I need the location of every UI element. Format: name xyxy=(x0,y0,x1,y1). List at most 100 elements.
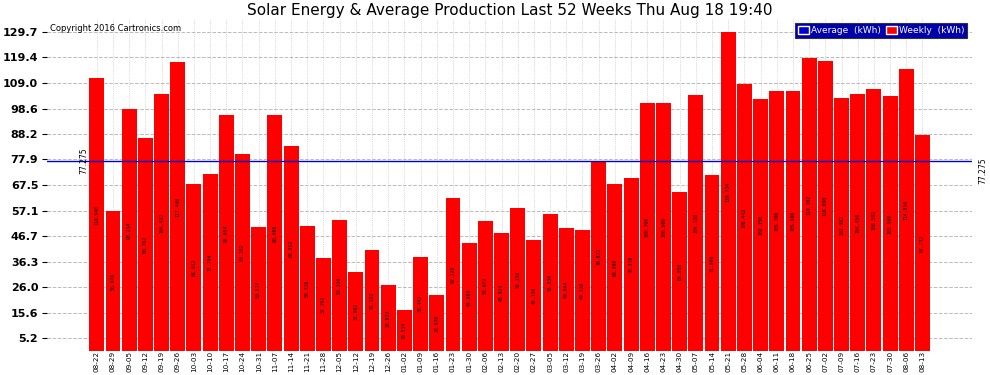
Text: 100.790: 100.790 xyxy=(644,217,649,237)
Text: 106.592: 106.592 xyxy=(871,210,876,230)
Bar xyxy=(106,211,121,351)
Bar xyxy=(672,192,687,351)
Text: 96.000: 96.000 xyxy=(272,224,277,242)
Bar xyxy=(413,256,428,351)
Text: 50.574: 50.574 xyxy=(256,280,261,297)
Bar xyxy=(122,110,137,351)
Bar xyxy=(364,250,379,351)
Text: 100.906: 100.906 xyxy=(661,217,666,237)
Bar xyxy=(737,84,751,351)
Bar xyxy=(510,208,525,351)
Text: 62.120: 62.120 xyxy=(450,266,455,283)
Bar xyxy=(705,175,720,351)
Bar xyxy=(138,138,152,351)
Text: 104.118: 104.118 xyxy=(693,213,698,233)
Bar xyxy=(478,220,493,351)
Bar xyxy=(608,184,623,351)
Text: 108.442: 108.442 xyxy=(742,208,746,228)
Text: 26.932: 26.932 xyxy=(386,309,391,327)
Text: 114.816: 114.816 xyxy=(904,200,909,220)
Text: 104.456: 104.456 xyxy=(855,213,860,232)
Bar xyxy=(624,178,639,351)
Bar xyxy=(89,78,104,351)
Bar xyxy=(866,89,881,351)
Bar xyxy=(430,295,445,351)
Text: 37.792: 37.792 xyxy=(321,296,326,313)
Bar xyxy=(915,135,930,351)
Text: 105.766: 105.766 xyxy=(774,211,779,231)
Text: 103.506: 103.506 xyxy=(888,214,893,234)
Bar xyxy=(348,272,363,351)
Text: 70.310: 70.310 xyxy=(629,256,634,273)
Bar xyxy=(688,95,703,351)
Bar xyxy=(316,258,331,351)
Bar xyxy=(835,98,849,351)
Text: 38.442: 38.442 xyxy=(418,295,423,312)
Bar xyxy=(170,62,185,351)
Bar xyxy=(219,115,234,351)
Bar xyxy=(235,154,249,351)
Text: 102.358: 102.358 xyxy=(758,215,763,235)
Bar xyxy=(300,226,315,351)
Text: 64.858: 64.858 xyxy=(677,262,682,280)
Text: 50.728: 50.728 xyxy=(305,280,310,297)
Bar xyxy=(656,103,671,351)
Text: 68.008: 68.008 xyxy=(613,259,618,276)
Bar xyxy=(802,58,817,351)
Text: 56.976: 56.976 xyxy=(111,272,116,290)
Bar xyxy=(203,174,218,351)
Text: 98.214: 98.214 xyxy=(127,222,132,239)
Text: 71.794: 71.794 xyxy=(208,254,213,272)
Bar xyxy=(527,240,542,351)
Text: 68.012: 68.012 xyxy=(191,259,196,276)
Title: Solar Energy & Average Production Last 52 Weeks Thu Aug 18 19:40: Solar Energy & Average Production Last 5… xyxy=(247,3,772,18)
Bar xyxy=(494,233,509,351)
Text: 110.940: 110.940 xyxy=(94,204,99,225)
Text: 76.872: 76.872 xyxy=(596,248,601,265)
Bar xyxy=(397,310,412,351)
Bar xyxy=(283,146,299,351)
Text: 86.762: 86.762 xyxy=(143,236,148,253)
Text: 95.954: 95.954 xyxy=(224,224,229,242)
Bar xyxy=(575,230,590,351)
Text: 48.024: 48.024 xyxy=(499,284,504,301)
Text: 55.536: 55.536 xyxy=(547,274,552,291)
Text: 105.668: 105.668 xyxy=(790,211,796,231)
Text: 45.136: 45.136 xyxy=(532,287,537,304)
Bar xyxy=(186,184,201,351)
Bar xyxy=(883,96,898,351)
Text: 104.432: 104.432 xyxy=(159,213,164,233)
Bar xyxy=(899,69,914,351)
Bar xyxy=(591,162,606,351)
Bar xyxy=(721,32,736,351)
Bar xyxy=(267,115,282,351)
Text: 53.072: 53.072 xyxy=(483,277,488,294)
Bar xyxy=(251,226,266,351)
Bar xyxy=(381,285,396,351)
Bar xyxy=(753,99,768,351)
Bar xyxy=(769,91,784,351)
Bar xyxy=(850,94,865,351)
Bar xyxy=(154,94,169,351)
Text: 83.552: 83.552 xyxy=(288,240,294,257)
Text: 49.944: 49.944 xyxy=(564,281,569,298)
Text: 44.064: 44.064 xyxy=(466,288,471,306)
Text: 80.102: 80.102 xyxy=(240,244,245,261)
Text: 77.275: 77.275 xyxy=(79,148,89,174)
Text: 117.448: 117.448 xyxy=(175,196,180,217)
Text: 53.210: 53.210 xyxy=(338,277,343,294)
Text: 41.102: 41.102 xyxy=(369,292,374,309)
Bar xyxy=(559,228,574,351)
Bar xyxy=(818,60,833,351)
Bar xyxy=(543,214,557,351)
Text: 118.098: 118.098 xyxy=(823,196,828,216)
Text: 32.062: 32.062 xyxy=(353,303,358,320)
Text: 87.772: 87.772 xyxy=(920,234,925,252)
Text: 22.878: 22.878 xyxy=(435,314,440,332)
Bar xyxy=(446,198,460,351)
Text: 16.534: 16.534 xyxy=(402,322,407,339)
Bar xyxy=(461,243,476,351)
Text: 49.128: 49.128 xyxy=(580,282,585,299)
Text: 119.102: 119.102 xyxy=(807,195,812,214)
Text: Copyright 2016 Cartronics.com: Copyright 2016 Cartronics.com xyxy=(50,24,181,33)
